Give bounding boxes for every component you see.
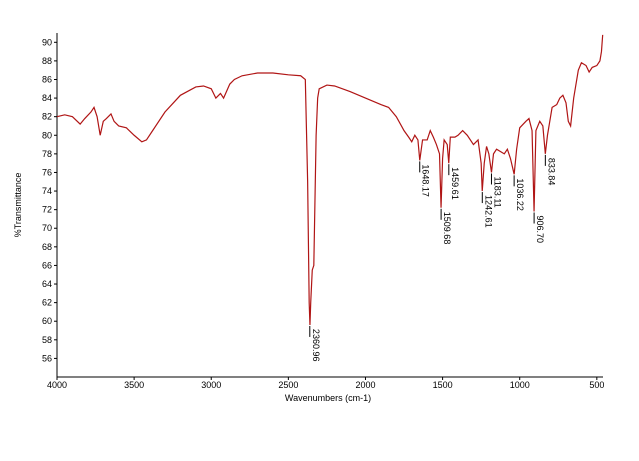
y-tick-label: 58 [42,335,52,345]
x-tick-label: 3000 [201,380,221,390]
y-tick-label: 86 [42,74,52,84]
peak-label: 2360.96 [311,329,321,362]
y-tick-label: 64 [42,279,52,289]
peak-label: 1459.61 [450,167,460,200]
y-tick-label: 62 [42,298,52,308]
peak-label: 1509.68 [442,212,452,245]
x-tick-label: 1000 [510,380,530,390]
y-tick-label: 74 [42,186,52,196]
y-tick-label: 90 [42,37,52,47]
peak-label: 1036.22 [515,178,525,211]
y-tick-label: 56 [42,353,52,363]
y-axis-label: %Transmittance [13,173,23,238]
y-tick-label: 70 [42,223,52,233]
peak-label: 1242.61 [483,195,493,228]
y-tick-label: 84 [42,93,52,103]
peak-label: 1648.17 [421,164,431,197]
peak-label: 1183.11 [492,176,502,207]
x-tick-label: 1500 [433,380,453,390]
x-tick-label: 2000 [355,380,375,390]
peak-label: 906.70 [535,216,545,244]
y-tick-label: 76 [42,167,52,177]
x-tick-label: 2500 [278,380,298,390]
y-tick-label: 72 [42,205,52,215]
x-tick-label: 3500 [124,380,144,390]
y-tick-label: 66 [42,260,52,270]
y-tick-label: 82 [42,112,52,122]
x-tick-label: 4000 [47,380,67,390]
x-tick-label: 500 [589,380,604,390]
spectrum-line [56,34,604,325]
x-axis-label: Wavenumbers (cm-1) [285,393,371,403]
y-tick-label: 88 [42,56,52,66]
y-tick-label: 60 [42,316,52,326]
y-tick-label: 68 [42,242,52,252]
y-tick-label: 78 [42,149,52,159]
y-tick-label: 80 [42,130,52,140]
peak-label: 833.84 [546,158,556,186]
